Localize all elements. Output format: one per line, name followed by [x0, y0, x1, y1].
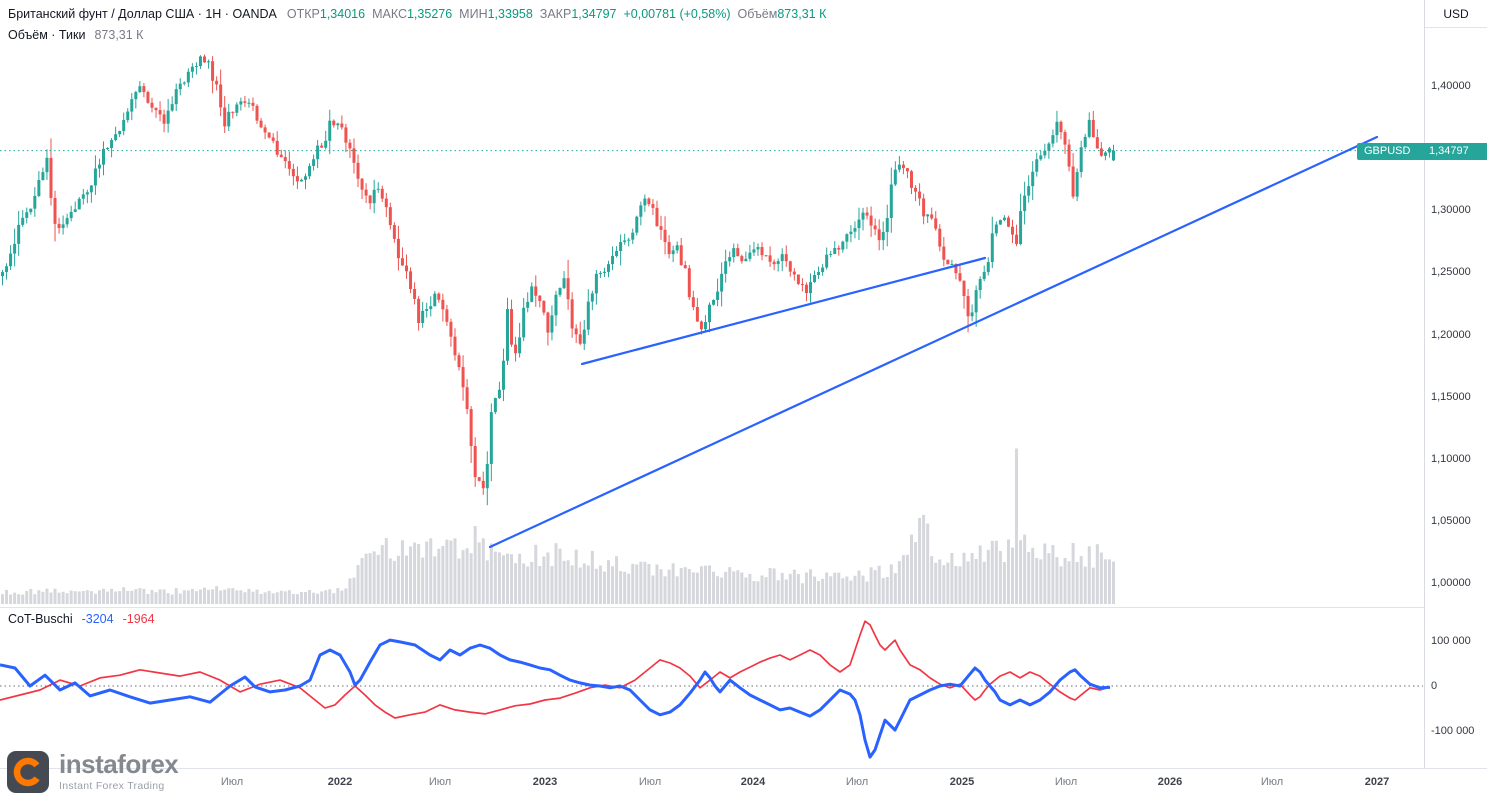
- symbol-title[interactable]: Британский фунт / Доллар США · 1H · OAND…: [8, 6, 277, 21]
- low-value: 1,33958: [487, 6, 533, 21]
- high-label: МАКС: [372, 6, 407, 21]
- volume-indicator-label[interactable]: Объём · Тики: [8, 27, 86, 42]
- price-tick-container: 1,40000 1,30000 1,25000 1,20000 1,15000 1,100…: [1425, 0, 1487, 768]
- close-label: ЗАКР: [539, 6, 572, 21]
- time-tick-label: 2027: [1364, 776, 1390, 788]
- price-axis[interactable]: USD 1,40000 1,30000 1,25000 1,20000 1,15000 1…: [1424, 0, 1487, 768]
- time-tick-label: Июл: [428, 776, 452, 788]
- badge-symbol: GBPUSD: [1364, 145, 1411, 157]
- price-tick-label: 1,30000: [1431, 204, 1471, 217]
- price-tick-label: 1,20000: [1431, 328, 1471, 341]
- time-tick-label: 2025: [949, 776, 975, 788]
- open-value: 1,34016: [319, 6, 366, 21]
- cot-red-value: -1964: [122, 612, 155, 626]
- ohlc-open: ОТКР1,34016: [287, 7, 365, 21]
- change-value: +0,00781 (+0,58%): [623, 6, 731, 21]
- trendlines[interactable]: [488, 135, 1379, 549]
- time-tick-label: Июл: [1054, 776, 1078, 788]
- time-tick-label: Июл: [220, 776, 244, 788]
- close-value: 1,34797: [571, 6, 617, 21]
- chart-legend: Британский фунт / Доллар США · 1H · OAND…: [8, 5, 833, 43]
- time-tick-label: 2023: [532, 776, 558, 788]
- candlestick-series[interactable]: [1, 54, 1115, 506]
- time-axis-separator: [0, 768, 1487, 769]
- legend-volume-row: Объём · Тики 873,31 К: [8, 26, 833, 43]
- instaforex-logo-icon: [7, 751, 49, 793]
- time-tick-label: 2022: [327, 776, 353, 788]
- indicator-tick-label: 100 000: [1431, 635, 1471, 647]
- open-label: ОТКР: [286, 6, 320, 21]
- logo-text: instaforex Instant Forex Trading: [59, 749, 179, 792]
- cot-indicator-legend: CoT-Buschi -3204 -1964: [8, 612, 155, 626]
- volume-label: Объём: [737, 6, 778, 21]
- cot-blue-line[interactable]: [0, 638, 1111, 759]
- time-tick-label: Июл: [638, 776, 662, 788]
- logo-tagline: Instant Forex Trading: [59, 780, 165, 792]
- cot-indicator-name[interactable]: CoT-Buschi: [8, 612, 73, 626]
- currency-label[interactable]: USD: [1425, 0, 1487, 28]
- high-value: 1,35276: [406, 6, 453, 21]
- ohlc-low: МИН1,33958: [459, 7, 533, 21]
- time-tick-label: Июл: [1260, 776, 1284, 788]
- current-price-badge[interactable]: GBPUSD 1,34797: [1357, 143, 1487, 160]
- time-tick-label: 2026: [1157, 776, 1183, 788]
- volume-indicator-value: 873,31 К: [94, 27, 144, 42]
- time-axis[interactable]: Июл 2022 Июл 2023 Июл 2024 Июл 2025 Июл 2026 Июл 20…: [0, 769, 1487, 798]
- trendline[interactable]: [488, 135, 1379, 549]
- price-tick-label: 1,05000: [1431, 514, 1471, 527]
- price-tick-label: 1,10000: [1431, 452, 1471, 465]
- low-label: МИН: [459, 6, 488, 21]
- price-tick-label: 1,40000: [1431, 80, 1471, 92]
- cot-blue-value: -3204: [81, 612, 114, 626]
- price-tick-label: 1,00000: [1431, 577, 1471, 589]
- price-tick-label: 1,15000: [1431, 390, 1471, 403]
- volume-value: 873,31 К: [777, 6, 827, 21]
- price-tick-label: 1,25000: [1431, 266, 1471, 279]
- ohlc-close: ЗАКР1,34797: [540, 7, 617, 21]
- time-tick-label: 2024: [740, 776, 766, 788]
- badge-price: 1,34797: [1429, 145, 1469, 157]
- volume-pair: Объём873,31 К: [738, 7, 827, 21]
- time-tick-label: Июл: [845, 776, 869, 788]
- indicator-tick-label: -100 000: [1431, 725, 1475, 737]
- trendline[interactable]: [580, 256, 987, 366]
- logo-name: instaforex: [59, 749, 179, 779]
- indicator-tick-label: 0: [1431, 680, 1438, 692]
- instaforex-watermark: instaforex Instant Forex Trading: [6, 749, 179, 794]
- volume-series: [1, 448, 1115, 604]
- cot-red-line[interactable]: [0, 620, 1111, 719]
- pane-separator[interactable]: [0, 607, 1487, 608]
- legend-main-row: Британский фунт / Доллар США · 1H · OAND…: [8, 5, 833, 22]
- ohlc-high: МАКС1,35276: [372, 7, 452, 21]
- chart-canvas[interactable]: [0, 0, 1424, 768]
